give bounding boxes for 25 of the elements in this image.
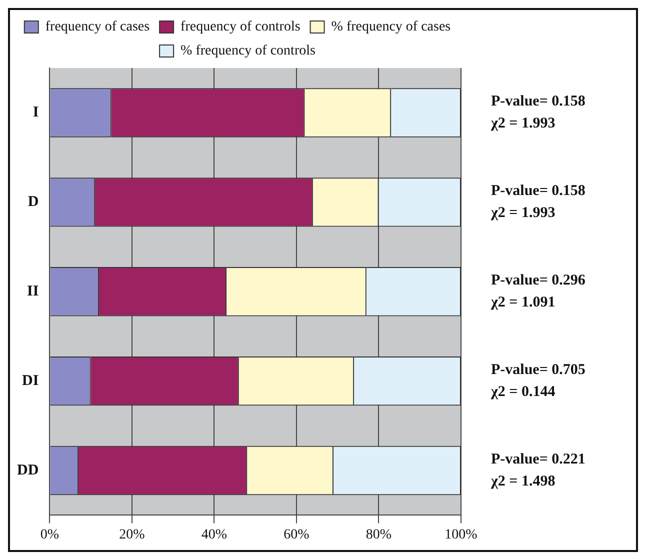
y-tick-label: I xyxy=(32,104,39,121)
text: χ2 = 1.091 xyxy=(490,294,556,310)
text: χ2 = 0.144 xyxy=(490,384,556,400)
text: P-value= 0.296 xyxy=(491,272,586,288)
x-tick-label: 0% xyxy=(40,527,60,542)
legend-label: frequency of controls xyxy=(180,20,300,35)
y-tick-label: DD xyxy=(16,462,39,478)
legend-label: % frequency of cases xyxy=(331,20,451,35)
legend-label: % frequency of controls xyxy=(180,44,316,59)
text: χ2 = 1.498 xyxy=(490,473,556,490)
y-tick-label: D xyxy=(28,194,39,210)
x-tick-label: 80% xyxy=(366,527,392,542)
text: P-value= 0.158 xyxy=(491,183,586,200)
y-tick-label: DI xyxy=(22,372,39,389)
text: χ2 = 1.993 xyxy=(490,116,556,132)
text: χ2 = 1.993 xyxy=(490,205,556,222)
text: P-value= 0.221 xyxy=(491,451,586,468)
x-tick-label: 20% xyxy=(119,527,146,542)
x-tick-label: 60% xyxy=(284,527,310,542)
text: P-value= 0.705 xyxy=(491,362,586,378)
x-tick-label: 40% xyxy=(201,527,228,542)
text: P-value= 0.158 xyxy=(491,94,586,110)
legend-label: frequency of cases xyxy=(45,20,150,35)
y-tick-label: II xyxy=(26,283,39,300)
x-tick-label: 100% xyxy=(444,527,478,542)
